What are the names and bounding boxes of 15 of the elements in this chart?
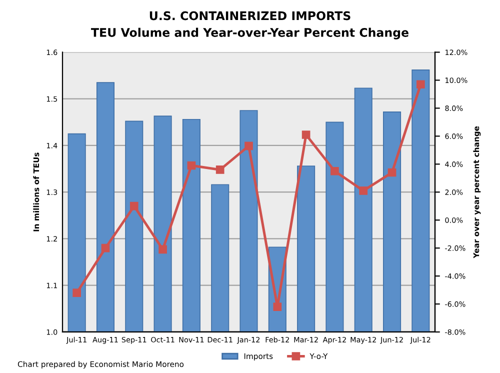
point	[273, 302, 282, 311]
point	[388, 168, 396, 177]
point	[330, 166, 339, 176]
point	[187, 161, 196, 170]
point	[72, 288, 81, 297]
chart-title: U.S. CONTAINERIZED IMPORTS	[150, 11, 350, 20]
point	[101, 244, 110, 252]
point	[130, 202, 138, 210]
chart-subtitle: TEU Volume and Year-over-Year Percent Change	[91, 28, 408, 40]
point	[158, 245, 167, 254]
point	[244, 142, 253, 150]
point	[416, 80, 425, 89]
point	[216, 166, 224, 174]
point	[302, 130, 310, 139]
point	[359, 186, 368, 195]
